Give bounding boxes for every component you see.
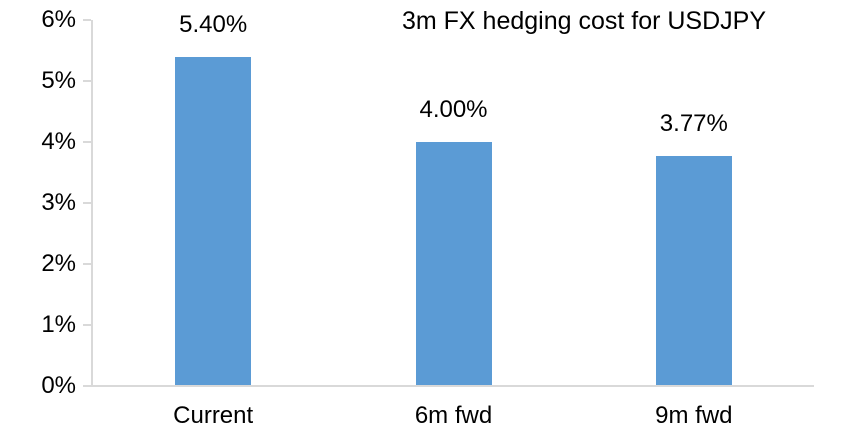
y-axis-tick-label: 2% <box>41 250 76 277</box>
chart-title: 3m FX hedging cost for USDJPY <box>401 7 767 35</box>
y-axis-tick <box>83 202 91 204</box>
y-axis-tick-label: 0% <box>41 372 76 399</box>
bar <box>655 156 732 385</box>
bar-value-label: 4.00% <box>419 96 488 123</box>
x-axis-category-label: 9m fwd <box>655 402 733 429</box>
y-axis-tick <box>83 19 91 21</box>
y-axis-tick <box>83 385 91 387</box>
y-axis-tick-label: 5% <box>41 67 76 94</box>
bar <box>415 142 492 385</box>
y-axis-tick-label: 4% <box>41 128 76 155</box>
x-axis-category-label: 6m fwd <box>414 402 493 429</box>
y-axis-tick <box>83 80 91 82</box>
y-axis-tick <box>83 141 91 143</box>
y-axis-tick <box>83 263 91 265</box>
y-axis-tick <box>83 324 91 326</box>
bar-value-label: 5.40% <box>179 10 248 38</box>
y-axis-line <box>91 20 93 387</box>
bar <box>175 56 252 385</box>
x-axis-category-label: Current <box>173 402 254 429</box>
y-axis-tick-label: 3% <box>41 189 76 216</box>
bar-value-label: 3.77% <box>659 110 728 138</box>
x-axis-line <box>84 385 814 387</box>
y-axis-tick-label: 6% <box>41 6 76 33</box>
y-axis-tick-label: 1% <box>41 311 76 338</box>
